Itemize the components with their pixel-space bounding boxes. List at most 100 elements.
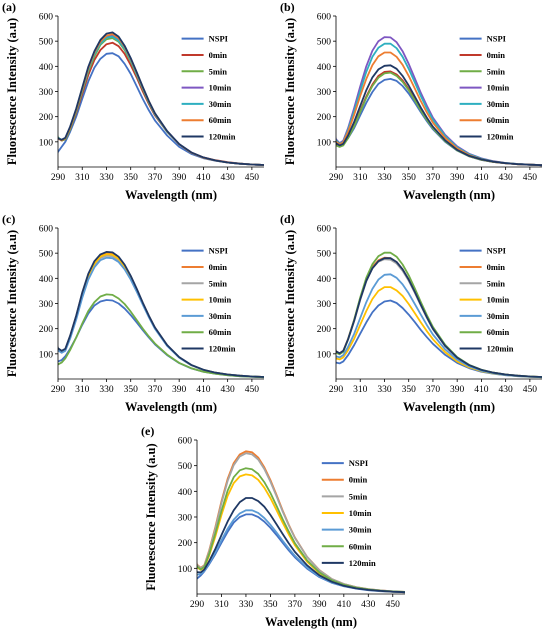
y-tick-label: 500 [39,250,54,260]
y-tick-label: 600 [39,13,54,23]
x-tick-label: 350 [402,385,417,395]
y-tick-label: 200 [317,113,332,123]
x-tick-label: 330 [99,385,114,395]
x-tick-label: 350 [402,173,417,183]
x-tick-label: 310 [214,600,229,610]
legend-entry: 0min [349,475,368,485]
legend-entry: 10min [209,295,232,305]
y-tick-label: 200 [39,113,54,123]
y-tick-label: 400 [317,275,332,285]
legend: NSPI 0min 5min 10min 30min 60min 120min [181,246,236,353]
legend-entry: 120min [209,343,236,353]
x-tick-label: 370 [288,600,303,610]
legend-entry: NSPI [349,458,369,468]
y-tick-label: 300 [317,300,332,310]
panel-label: (d) [280,212,295,226]
chart-panel-2: (c) 100 200 300 400 500 600 290 310 330 350 370 390 4… [2,212,264,414]
y-axis-title: Fluorescence Intensity (a.u) [283,18,297,165]
series-line-5min [336,71,542,167]
x-tick-label: 290 [329,385,344,395]
x-axis-title: Wavelength (nm) [265,615,357,629]
series-line-10min [58,34,264,166]
x-tick-label: 430 [361,600,376,610]
y-tick-label: 200 [39,325,54,335]
y-tick-label: 300 [178,514,193,524]
legend-entry: 60min [209,115,232,125]
y-tick-label: 300 [317,88,332,98]
legend: NSPI 0min 5min 10min 30min 60min 120min [459,246,514,353]
series-line-0min [336,256,542,378]
y-tick-label: 100 [39,138,54,148]
legend: NSPI 0min 5min 10min 30min 60min 120min [181,34,236,141]
y-tick-label: 600 [317,13,332,23]
legend-entry: 120min [487,343,514,353]
legend-entry: 30min [349,525,372,535]
chart-panel-4: (e) 100 200 300 400 500 600 290 310 330 350 370 390 4… [141,424,405,629]
x-tick-label: 450 [523,173,538,183]
legend-entry: 5min [487,278,506,288]
y-tick-label: 300 [39,88,54,98]
legend-entry: 0min [487,262,506,272]
x-tick-label: 410 [337,600,352,610]
x-tick-label: 450 [245,173,260,183]
legend-entry: 30min [487,99,510,109]
series-line-NSPI [336,299,542,379]
legend-entry: 120min [349,558,376,568]
x-axis-title: Wavelength (nm) [125,400,217,414]
x-tick-label: 330 [377,385,392,395]
x-tick-label: 390 [172,173,187,183]
legend-entry: 120min [487,131,514,141]
legend-entry: NSPI [209,246,229,256]
y-tick-label: 500 [317,250,332,260]
x-tick-label: 410 [196,385,211,395]
legend-entry: 60min [487,327,510,337]
series-line-NSPI [58,299,264,379]
x-tick-label: 290 [329,173,344,183]
x-tick-label: 310 [75,173,90,183]
x-tick-label: 330 [99,173,114,183]
x-tick-label: 410 [196,173,211,183]
panel-label: (c) [2,212,15,226]
y-tick-label: 600 [178,437,193,447]
x-tick-label: 390 [172,385,187,395]
y-axis-title: Fluorescence Intensity (a.u) [5,18,19,165]
legend: NSPI 0min 5min 10min 30min 60min 120min [459,34,514,141]
x-tick-label: 310 [75,385,90,395]
legend-entry: 10min [487,295,510,305]
x-tick-label: 370 [426,385,441,395]
legend-entry: 5min [209,66,228,76]
y-tick-label: 100 [39,350,54,360]
legend-entry: NSPI [487,34,507,44]
x-tick-label: 370 [148,173,163,183]
x-tick-label: 350 [124,173,139,183]
series-line-30min [58,35,264,166]
x-tick-label: 290 [190,600,205,610]
x-tick-label: 310 [353,385,368,395]
x-tick-label: 390 [450,385,465,395]
panel-label: (b) [280,0,295,14]
legend-entry: 30min [209,99,232,109]
chart-panel-3: (d) 100 200 300 400 500 600 290 310 330 350 370 390 4… [280,212,542,414]
series-line-5min [336,258,542,378]
x-tick-label: 290 [51,173,66,183]
legend-entry: 10min [209,83,232,93]
legend-entry: 5min [487,66,506,76]
x-tick-label: 430 [221,385,236,395]
x-tick-label: 390 [312,600,327,610]
series-group [197,450,405,594]
series-line-120min [58,251,264,378]
y-tick-label: 400 [317,63,332,73]
y-tick-label: 500 [317,38,332,48]
legend-entry: 30min [487,311,510,321]
y-tick-label: 100 [317,138,332,148]
series-line-0min [197,450,405,593]
x-tick-label: 370 [148,385,163,395]
x-tick-label: 330 [377,173,392,183]
x-tick-label: 290 [51,385,66,395]
series-line-120min [197,497,405,594]
series-line-120min [58,31,264,166]
legend: NSPI 0min 5min 10min 30min 60min 120min [321,458,376,568]
panel-label: (e) [141,424,154,438]
series-line-120min [336,257,542,378]
chart-panel-0: (a) 100 200 300 400 500 600 290 310 330 350 370 390 4… [2,0,264,202]
